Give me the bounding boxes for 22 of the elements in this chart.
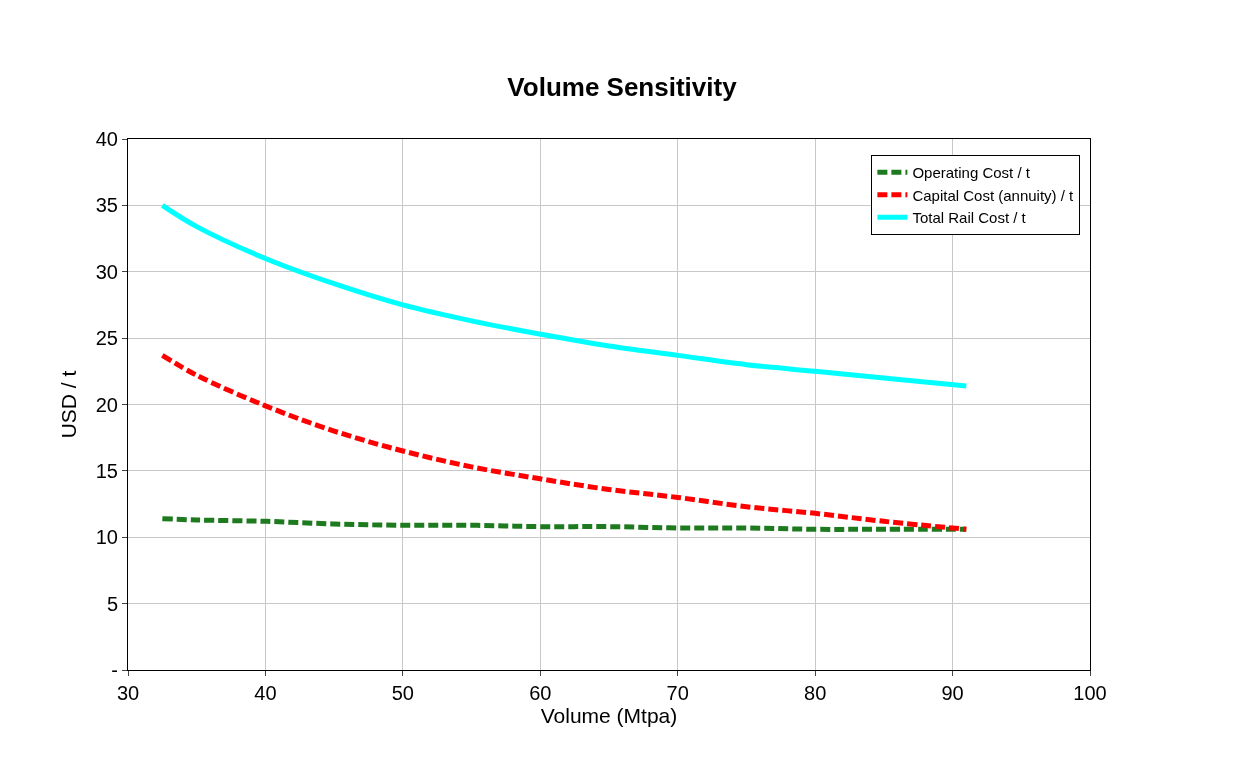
y-tick-label: 30	[95, 260, 118, 283]
y-axis-title: USD / t	[57, 370, 80, 439]
x-tick-label: 70	[666, 682, 689, 704]
legend-label: Operating Cost / t	[912, 164, 1031, 182]
x-tick-label: 100	[1073, 682, 1107, 704]
y-tick-label: 10	[95, 526, 118, 549]
legend-label: Total Rail Cost / t	[912, 209, 1027, 227]
y-tick-label: 40	[95, 128, 118, 150]
y-tick-label: 20	[95, 393, 118, 416]
y-tick-label: 15	[95, 459, 118, 482]
x-tick-label: 40	[254, 682, 277, 704]
x-tick-label: 60	[529, 682, 552, 704]
legend-label: Capital Cost (annuity) / t	[912, 186, 1075, 204]
x-tick-label: 90	[941, 682, 964, 704]
x-tick-label: 50	[391, 682, 414, 704]
x-tick-label: 80	[804, 682, 827, 704]
y-tick-label: 25	[95, 327, 118, 350]
y-tick-label: -	[111, 659, 118, 681]
y-tick-label: 5	[106, 592, 118, 615]
x-axis-title: Volume (Mtpa)	[540, 704, 678, 727]
y-tick-label: 35	[95, 194, 118, 217]
chart-title: Volume Sensitivity	[507, 72, 738, 103]
